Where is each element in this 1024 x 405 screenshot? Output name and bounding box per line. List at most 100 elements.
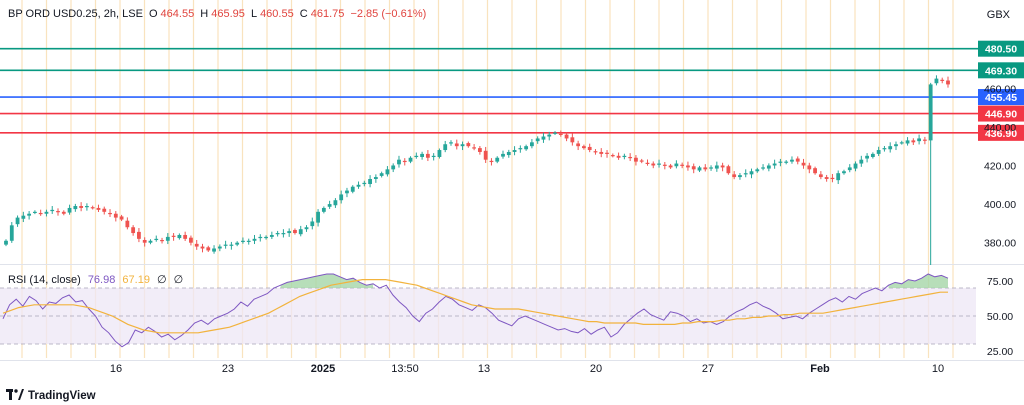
candle-body — [44, 211, 49, 214]
candle-body — [593, 151, 598, 153]
candle-body — [530, 142, 534, 147]
candle-body — [449, 142, 453, 144]
candle-body — [605, 152, 609, 154]
candle-body — [576, 143, 581, 147]
candle-body — [56, 211, 60, 213]
candle-body — [610, 155, 615, 157]
candle-body — [680, 164, 685, 166]
candle-body — [732, 174, 737, 178]
candle-body — [720, 165, 725, 168]
level-label: 480.50 — [985, 44, 1017, 56]
level-tag — [978, 105, 1024, 122]
candle-body — [524, 146, 529, 150]
candle-body — [241, 240, 245, 242]
candle-body — [171, 235, 176, 237]
candle-body — [813, 168, 817, 174]
rsi-title[interactable]: RSI (14, close) — [8, 274, 81, 286]
candle-body — [281, 233, 286, 235]
rsi-ma-value: 67.19 — [122, 274, 150, 286]
time-tick-label: 10 — [932, 363, 944, 375]
candle-body — [102, 208, 107, 212]
candle-body — [443, 144, 448, 151]
candle-body — [414, 155, 419, 158]
candle-body — [714, 165, 719, 169]
candle-body — [859, 159, 864, 164]
currency-label[interactable]: GBX — [986, 9, 1010, 21]
candle-body — [420, 153, 424, 157]
candle-body — [108, 212, 112, 215]
candle-body — [726, 166, 731, 174]
rsi-pane: 25.00 50.00 75.00 — [0, 273, 1013, 358]
candle-body — [368, 178, 372, 185]
level-label: 446.90 — [985, 109, 1017, 121]
candle-body — [934, 78, 939, 84]
candle-body — [385, 169, 390, 175]
open-value: 464.55 — [160, 8, 195, 20]
candle-body — [483, 150, 488, 160]
candle-body — [743, 173, 748, 175]
close-value: 461.75 — [310, 8, 345, 20]
candle-body — [512, 150, 517, 152]
candle-body — [582, 146, 586, 149]
candle-body — [4, 240, 8, 245]
candle-body — [824, 177, 829, 179]
candle-body — [801, 162, 806, 166]
time-tick-label: 13 — [478, 363, 490, 375]
candle-body — [310, 221, 315, 227]
rsi-overbought-fill — [280, 274, 374, 288]
candle-body — [662, 164, 667, 166]
candle-body — [264, 236, 268, 239]
candle-body — [477, 148, 482, 152]
candle-body — [27, 213, 32, 216]
close-label: C — [299, 8, 308, 20]
candle-body — [50, 209, 55, 212]
price-axis: 380.00 400.00 420.00 440.00 460.00 — [984, 83, 1016, 249]
candle-body — [766, 165, 771, 169]
candle-body — [558, 133, 563, 136]
candle-body — [96, 207, 101, 210]
price-tick-label: 440.00 — [984, 122, 1016, 134]
candle-body — [894, 144, 898, 147]
price-tick-label: 380.00 — [984, 238, 1016, 250]
tradingview-logo[interactable]: TradingView — [6, 388, 96, 403]
candle-body — [876, 150, 881, 154]
candle-body — [9, 225, 14, 241]
rsi-line — [2, 273, 949, 348]
candle-body — [142, 239, 147, 243]
rsi-ma-line — [2, 279, 948, 334]
candle-body — [425, 153, 430, 158]
candle-body — [67, 207, 72, 213]
candle-body — [431, 155, 436, 158]
candle-body — [587, 146, 592, 151]
candle-body — [911, 140, 916, 143]
candle-body — [113, 213, 118, 218]
time-axis: 16 23 2025 13:50 13 20 27 Feb 10 — [110, 363, 944, 375]
candle-body — [842, 171, 846, 174]
candle-body — [119, 216, 124, 220]
candle-body — [570, 137, 575, 143]
candle-body — [489, 160, 494, 163]
candle-body — [645, 162, 650, 164]
candle-body — [223, 244, 228, 246]
candle-body — [778, 161, 783, 163]
candle-body — [373, 177, 378, 179]
level-label: 455.45 — [985, 92, 1017, 104]
candle-body — [327, 204, 332, 207]
candle-body — [183, 234, 188, 239]
candle-body — [657, 163, 661, 165]
candle-body — [853, 163, 858, 169]
level-tag — [978, 40, 1024, 57]
candle-body — [790, 159, 794, 162]
candle-body — [356, 184, 361, 187]
candle-body — [709, 167, 713, 169]
candle-body — [269, 234, 274, 237]
candle-body — [15, 217, 20, 225]
symbol-title[interactable]: BP ORD USD0.25, 2h, LSE — [8, 8, 143, 20]
candle-body — [293, 229, 297, 234]
candle-body — [535, 138, 540, 142]
candle-body — [32, 211, 37, 214]
candle-body — [454, 143, 459, 147]
time-tick-label: 20 — [590, 363, 602, 375]
candle-body — [21, 215, 26, 219]
